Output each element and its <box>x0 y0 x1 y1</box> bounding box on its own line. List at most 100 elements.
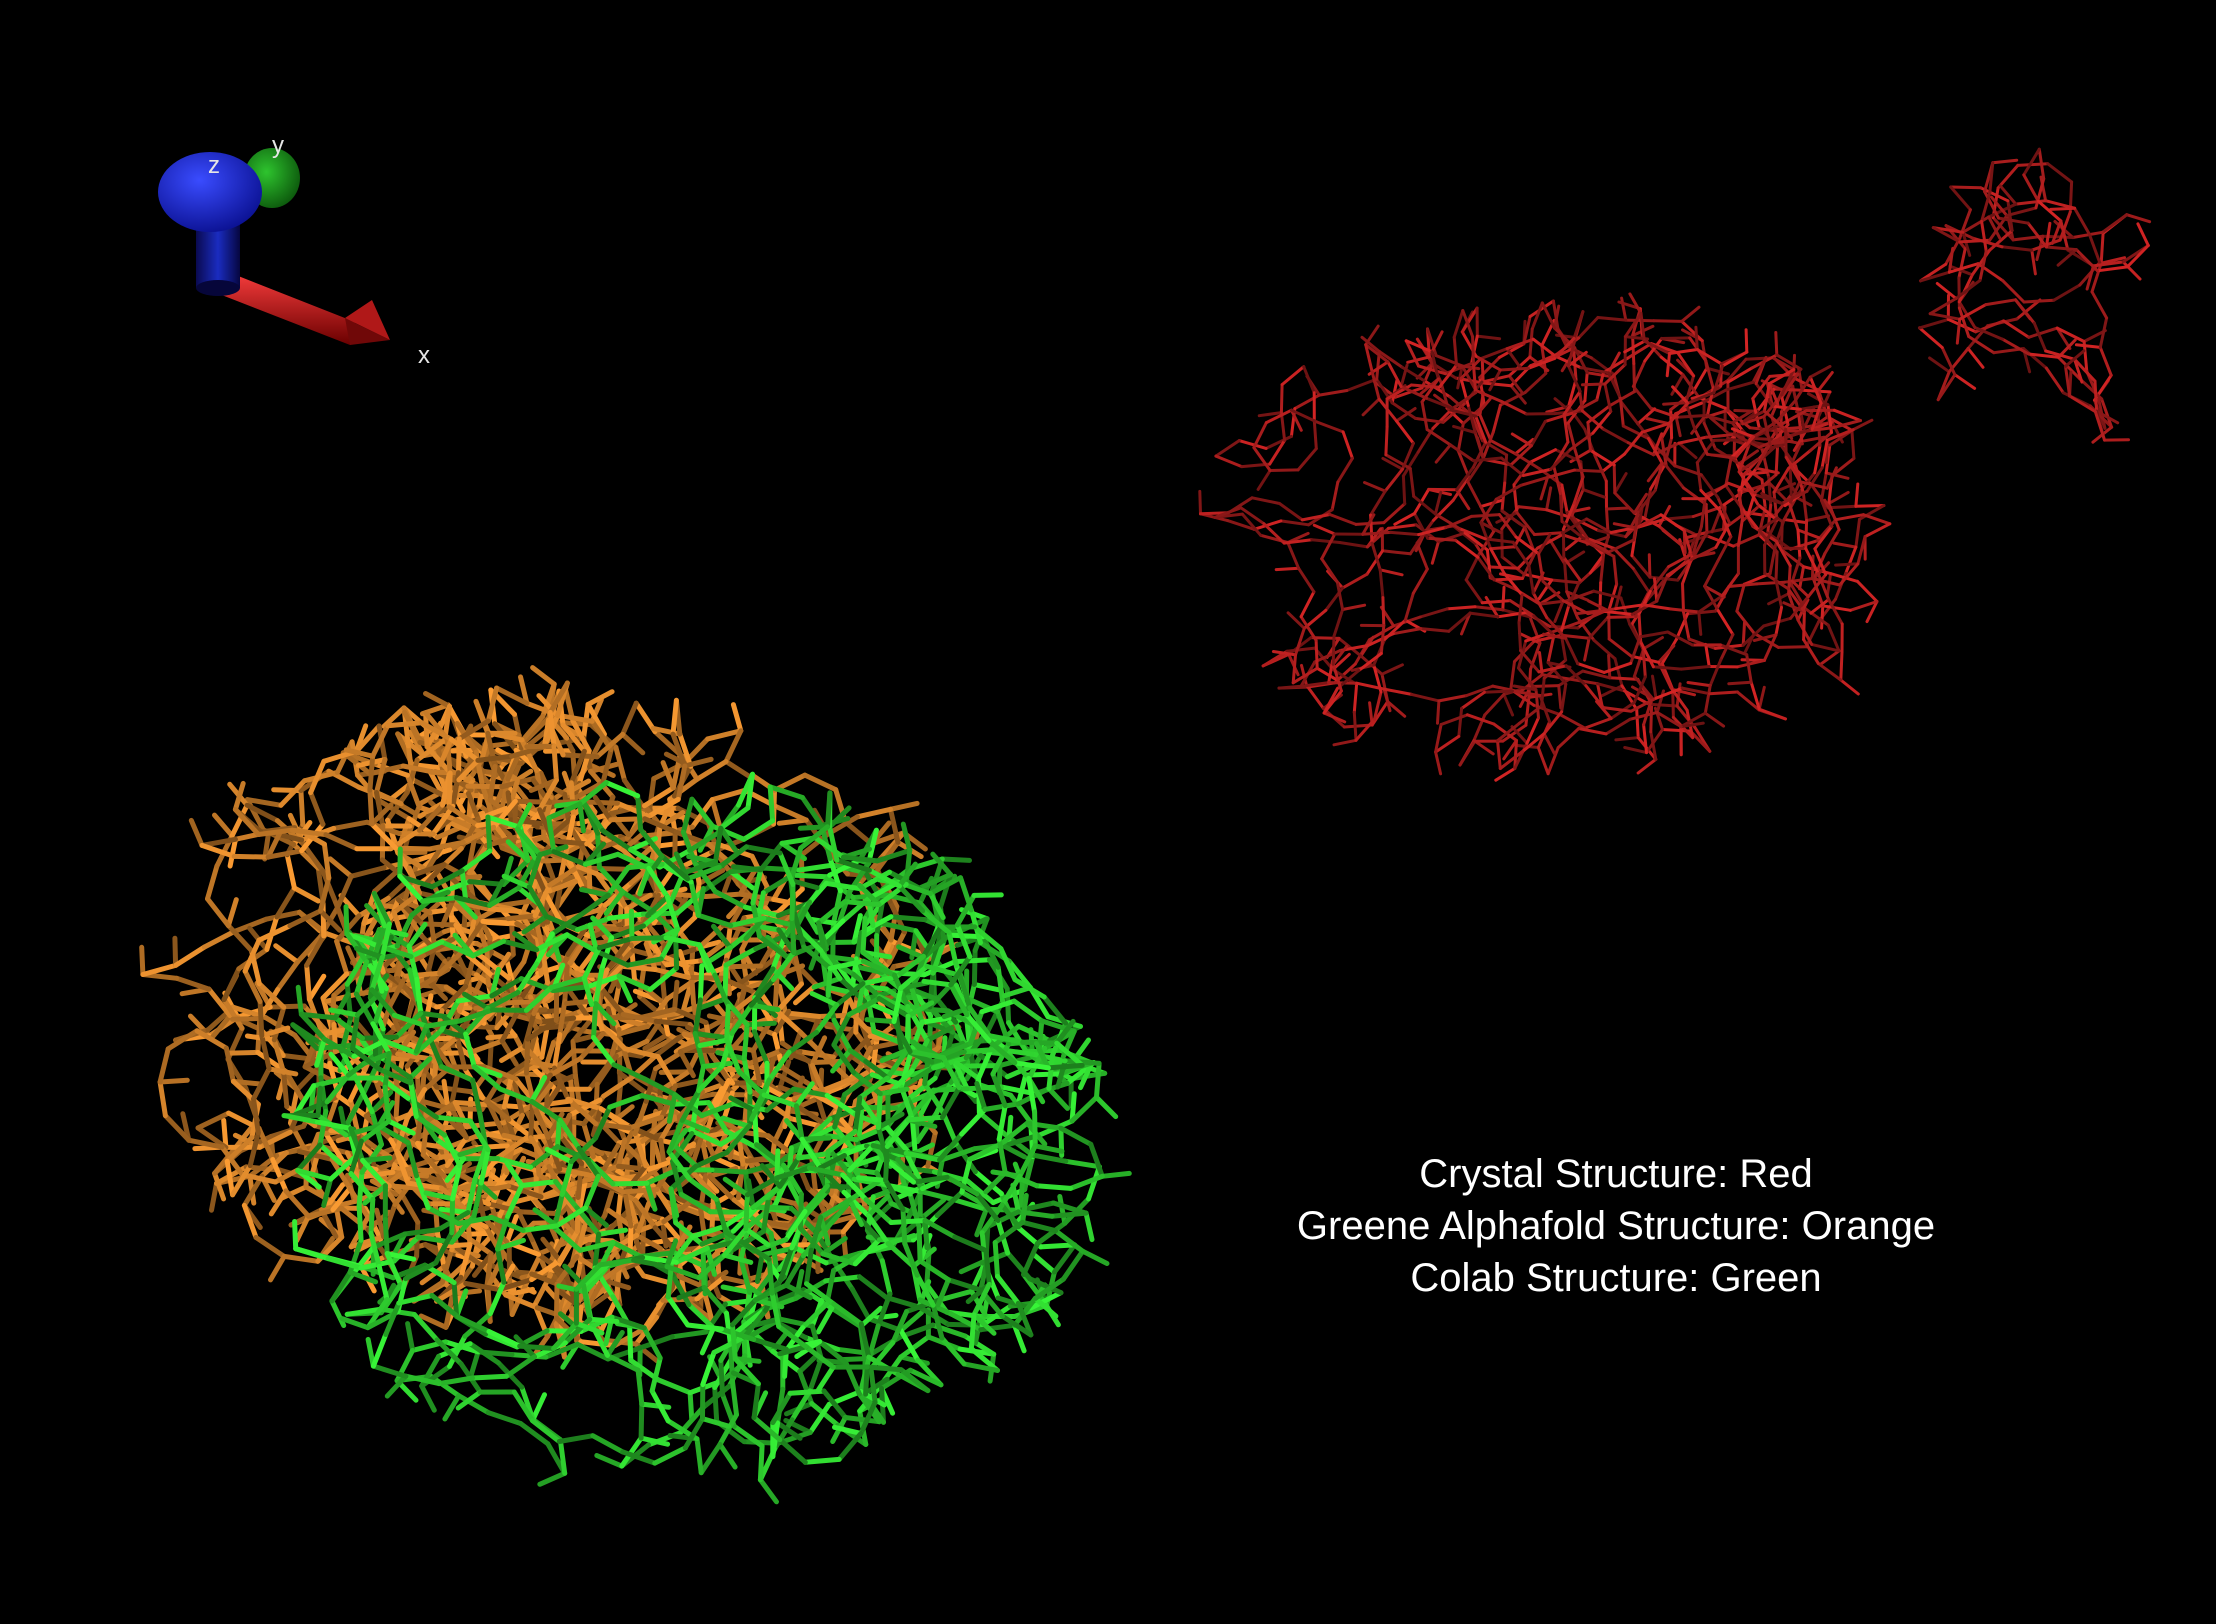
bond <box>730 1322 738 1362</box>
bond <box>1549 448 1572 471</box>
bond <box>2058 210 2072 242</box>
bond <box>1614 603 1645 611</box>
bond <box>593 967 605 1007</box>
side-chain-bond <box>1479 498 1504 509</box>
bond <box>356 1203 364 1243</box>
bond <box>817 1339 849 1366</box>
bond <box>627 1323 634 1363</box>
bond <box>1645 728 1664 755</box>
bond <box>348 1138 364 1176</box>
bond <box>256 923 293 943</box>
bond <box>698 1124 717 1161</box>
bond <box>677 731 694 769</box>
bond <box>731 1423 765 1449</box>
bond <box>1613 491 1636 515</box>
side-chain-bond <box>2050 219 2063 245</box>
bond <box>879 1258 893 1297</box>
bond <box>779 1065 814 1088</box>
bond <box>799 1136 823 1171</box>
side-chain-bond <box>1514 438 1535 456</box>
bond <box>581 1121 596 1159</box>
bond <box>1032 1109 1038 1149</box>
bond <box>1394 386 1424 399</box>
side-chain-bond <box>1502 739 1518 761</box>
bond <box>1619 400 1640 426</box>
bond <box>880 921 919 934</box>
bond <box>501 858 531 887</box>
side-chain-bond <box>547 1072 578 1088</box>
side-chain-bond <box>1987 215 2002 240</box>
side-chain-bond <box>529 1271 560 1287</box>
bond <box>777 850 796 887</box>
bond <box>613 744 627 783</box>
bond <box>1928 297 1958 316</box>
bond <box>394 1116 410 1154</box>
side-chain-bond <box>1495 511 1519 524</box>
bond <box>1834 513 1865 522</box>
bond <box>1586 537 1616 550</box>
side-chain-bond <box>2055 326 2072 350</box>
bond <box>414 1173 431 1211</box>
bond <box>786 1029 819 1055</box>
bond <box>1460 364 1478 392</box>
bond <box>776 1323 809 1350</box>
bond <box>174 975 212 992</box>
colab-structure-green[interactable] <box>281 771 1132 1505</box>
bond <box>239 1172 278 1185</box>
side-chain-bond <box>793 1269 805 1301</box>
bond <box>367 787 375 827</box>
bond <box>1737 488 1745 520</box>
side-chain-bond <box>1733 409 1759 413</box>
bond <box>1355 681 1386 691</box>
side-chain-bond <box>757 1477 779 1505</box>
bond <box>1502 571 1524 597</box>
bond <box>1338 541 1369 549</box>
bond <box>710 823 747 842</box>
side-chain-bond <box>596 1227 629 1237</box>
side-chain-bond <box>1636 407 1657 426</box>
crystal-structure-red[interactable] <box>1198 147 2152 782</box>
bond <box>487 885 522 908</box>
bond <box>1552 464 1562 495</box>
bond <box>547 864 581 888</box>
bond <box>371 1231 408 1250</box>
bond <box>607 911 646 921</box>
bond <box>909 1116 918 1156</box>
side-chain-bond <box>556 1283 588 1295</box>
bond <box>485 685 500 724</box>
bond <box>199 842 237 859</box>
bond <box>597 1257 637 1268</box>
bond <box>1279 411 1287 442</box>
bond <box>570 718 592 754</box>
bond <box>1579 366 1611 375</box>
bond <box>1593 454 1608 483</box>
bond <box>328 1153 359 1182</box>
bond <box>1214 439 1241 458</box>
side-chain-bond <box>815 1305 835 1335</box>
bond <box>1528 615 1542 645</box>
bond <box>1474 388 1503 403</box>
side-chain-bond <box>579 887 611 898</box>
bond <box>284 852 297 891</box>
side-chain-bond <box>778 1128 795 1159</box>
bond <box>1445 605 1477 611</box>
bond <box>1629 696 1658 713</box>
bond <box>1563 562 1569 594</box>
bond <box>1404 339 1420 368</box>
bond <box>1008 1092 1034 1126</box>
bond <box>1456 449 1471 479</box>
side-chain-bond <box>465 791 481 822</box>
bond <box>1599 553 1605 585</box>
bond <box>485 814 493 854</box>
bond <box>1537 552 1545 583</box>
side-chain-bond <box>1636 757 1658 775</box>
side-chain-bond <box>832 1424 864 1436</box>
bond <box>224 1135 255 1164</box>
bond <box>796 862 835 873</box>
side-chain-bond <box>438 1027 471 1041</box>
bond <box>666 1149 692 1182</box>
bond <box>567 1097 603 1118</box>
bond <box>818 948 843 981</box>
bond <box>995 964 1006 1004</box>
